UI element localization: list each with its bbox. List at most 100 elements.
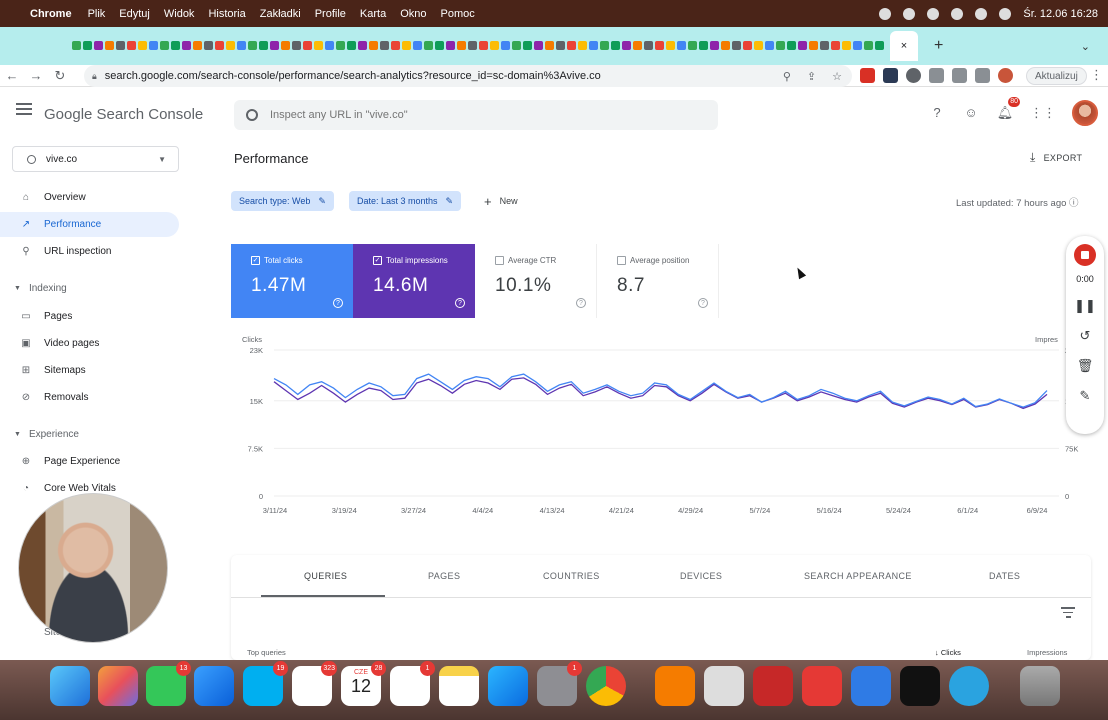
pinned-tab-favicon[interactable] xyxy=(468,41,477,50)
filter-date[interactable]: Date: Last 3 months ✎ xyxy=(349,191,462,211)
pinned-tab-favicon[interactable] xyxy=(215,41,224,50)
pinned-tab-favicon[interactable] xyxy=(424,41,433,50)
pinned-tab-favicon[interactable] xyxy=(754,41,763,50)
checkbox-checked-icon[interactable]: ✓ xyxy=(373,256,382,265)
battery-icon[interactable] xyxy=(975,7,988,20)
profile-avatar[interactable] xyxy=(998,68,1013,83)
help-icon[interactable]: ⓘ xyxy=(1069,198,1079,209)
metric-average-position[interactable]: Average position 8.7 ? xyxy=(597,244,719,318)
pinned-tab-favicon[interactable] xyxy=(116,41,125,50)
wifi-icon[interactable] xyxy=(951,7,964,20)
series-line-clicks[interactable] xyxy=(273,373,1048,408)
reload-icon[interactable]: ↻ xyxy=(54,67,66,83)
pinned-tab-favicon[interactable] xyxy=(534,41,543,50)
gsc-logo[interactable]: Google Search Console xyxy=(44,106,203,123)
menu-karta[interactable]: Karta xyxy=(359,7,387,20)
messages-icon[interactable]: 13 xyxy=(146,661,191,706)
url-inspect-search[interactable] xyxy=(234,100,718,130)
pinned-tab-favicon[interactable] xyxy=(435,41,444,50)
menu-plik[interactable]: Plik xyxy=(87,7,106,20)
pinned-tab-favicon[interactable] xyxy=(237,41,246,50)
export-button[interactable]: ⤓ EXPORT xyxy=(1030,150,1082,165)
update-button[interactable]: Aktualizuj xyxy=(1026,67,1087,85)
sidebar-item-performance[interactable]: ↗ Performance xyxy=(0,212,179,237)
pinned-tab-favicon[interactable] xyxy=(292,41,301,50)
series-line-impressions[interactable] xyxy=(273,377,1048,410)
menu-profile[interactable]: Profile xyxy=(314,7,346,20)
safari-icon[interactable] xyxy=(194,666,234,706)
menu-pomoc[interactable]: Pomoc xyxy=(440,7,475,20)
reminders-icon[interactable]: 1 xyxy=(390,661,435,706)
pinned-tab-favicon[interactable] xyxy=(226,41,235,50)
signal-icon[interactable] xyxy=(851,666,891,706)
close-tab-icon[interactable]: × xyxy=(900,40,908,52)
help-icon[interactable]: ? xyxy=(933,105,941,120)
pinned-tab-favicon[interactable] xyxy=(402,41,411,50)
pinned-tab-favicon[interactable] xyxy=(633,41,642,50)
menu-okno[interactable]: Okno xyxy=(400,7,427,20)
pinned-tab-favicon[interactable] xyxy=(699,41,708,50)
help-icon[interactable]: ? xyxy=(576,298,586,308)
launchpad-icon[interactable] xyxy=(98,666,138,706)
filter-search-type[interactable]: Search type: Web ✎ xyxy=(231,191,334,211)
address-bar[interactable]: 🔒︎ search.google.com/search-console/perf… xyxy=(84,65,852,87)
extension-icon[interactable] xyxy=(906,68,921,83)
tab-pages[interactable]: PAGES xyxy=(428,571,461,581)
sidebar-section-indexing[interactable]: ▼ Indexing xyxy=(0,277,179,299)
sidebar-item-removals[interactable]: ⊘ Removals xyxy=(0,385,179,410)
pinned-tab-favicon[interactable] xyxy=(732,41,741,50)
pinned-tab-favicon[interactable] xyxy=(512,41,521,50)
app-store-icon[interactable] xyxy=(488,666,528,706)
help-icon[interactable]: ? xyxy=(455,298,465,308)
pinned-tab-favicon[interactable] xyxy=(831,41,840,50)
add-filter-button[interactable]: + New xyxy=(484,191,518,211)
pinned-tabs[interactable] xyxy=(72,37,886,55)
tab-queries[interactable]: QUERIES xyxy=(304,571,348,581)
pinned-tab-favicon[interactable] xyxy=(875,41,884,50)
pinned-tab-favicon[interactable] xyxy=(721,41,730,50)
notifications-bell-icon[interactable]: 🔔︎ 80 xyxy=(996,97,1020,120)
help-icon[interactable]: ? xyxy=(698,298,708,308)
tab-countries[interactable]: COUNTRIES xyxy=(543,571,600,581)
tab-search-appearance[interactable]: SEARCH APPEARANCE xyxy=(804,571,912,581)
pinned-tab-favicon[interactable] xyxy=(578,41,587,50)
forward-icon[interactable]: → xyxy=(29,68,43,83)
pinned-tab-favicon[interactable] xyxy=(270,41,279,50)
active-tab[interactable]: × xyxy=(890,31,918,61)
pinned-tab-favicon[interactable] xyxy=(523,41,532,50)
line-chart-svg[interactable]: Clicks Impres 23K215K17.5K75K003/11/243/… xyxy=(231,318,1091,530)
pinned-tab-favicon[interactable] xyxy=(743,41,752,50)
pinned-tab-favicon[interactable] xyxy=(259,41,268,50)
pinned-tab-favicon[interactable] xyxy=(787,41,796,50)
pinned-tab-favicon[interactable] xyxy=(644,41,653,50)
account-avatar[interactable] xyxy=(1072,100,1098,126)
sidebar-item-page-experience[interactable]: ⊕ Page Experience xyxy=(0,449,179,474)
pinned-tab-favicon[interactable] xyxy=(446,41,455,50)
slack-icon[interactable]: 323 xyxy=(292,661,337,706)
new-tab-button[interactable]: + xyxy=(934,37,944,54)
pinned-tab-favicon[interactable] xyxy=(72,41,81,50)
column-header-clicks[interactable]: ↓ Clicks xyxy=(935,648,961,657)
hamburger-menu-icon[interactable] xyxy=(16,103,32,115)
remote-desktop-icon[interactable] xyxy=(802,666,842,706)
pinned-tab-favicon[interactable] xyxy=(589,41,598,50)
pinned-tab-favicon[interactable] xyxy=(545,41,554,50)
chrome-icon[interactable] xyxy=(586,666,626,706)
stop-recording-button[interactable] xyxy=(1074,244,1096,266)
pinned-tab-favicon[interactable] xyxy=(248,41,257,50)
status-icon[interactable] xyxy=(903,7,916,20)
pinned-tab-favicon[interactable] xyxy=(182,41,191,50)
checkbox-unchecked-icon[interactable] xyxy=(617,256,626,265)
apps-grid-icon[interactable]: ⋮⋮ xyxy=(1030,105,1056,120)
pinned-tab-favicon[interactable] xyxy=(809,41,818,50)
back-icon[interactable]: ← xyxy=(5,68,19,83)
menubar-app-name[interactable]: Chrome xyxy=(30,7,72,20)
pinned-tab-favicon[interactable] xyxy=(336,41,345,50)
pinned-tab-favicon[interactable] xyxy=(83,41,92,50)
help-icon[interactable]: ? xyxy=(333,298,343,308)
pinned-tab-favicon[interactable] xyxy=(600,41,609,50)
trash-icon[interactable] xyxy=(1020,666,1060,706)
reading-list-icon[interactable] xyxy=(952,68,967,83)
telegram-icon[interactable] xyxy=(949,666,989,706)
pinned-tab-favicon[interactable] xyxy=(622,41,631,50)
